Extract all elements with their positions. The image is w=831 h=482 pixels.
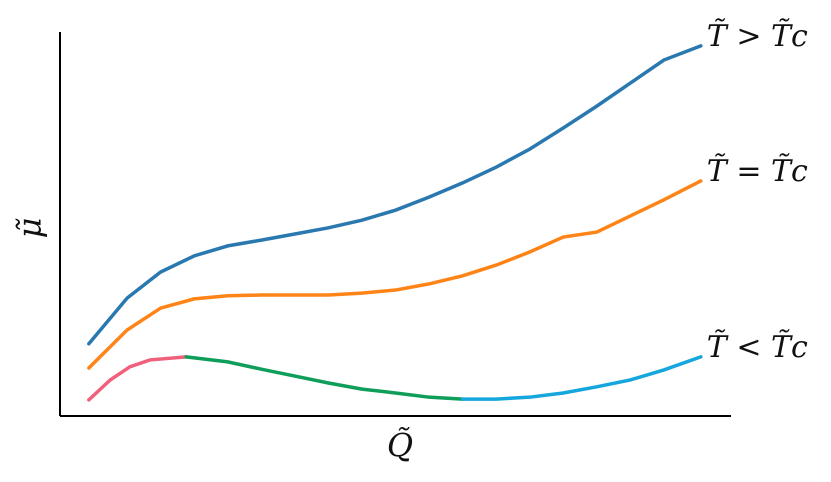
- curve-label: T̃ < T̃c: [707, 329, 808, 364]
- curve: [460, 355, 703, 401]
- curve-label: T̃ > T̃c: [707, 18, 808, 53]
- x-axis-label: Q̃: [387, 427, 413, 465]
- curve: [87, 179, 703, 370]
- y-axis-label: μ̃: [11, 218, 49, 239]
- curve: [184, 355, 465, 401]
- curve-label: T̃ = T̃c: [707, 154, 808, 189]
- curve: [87, 44, 703, 346]
- curve: [87, 355, 188, 402]
